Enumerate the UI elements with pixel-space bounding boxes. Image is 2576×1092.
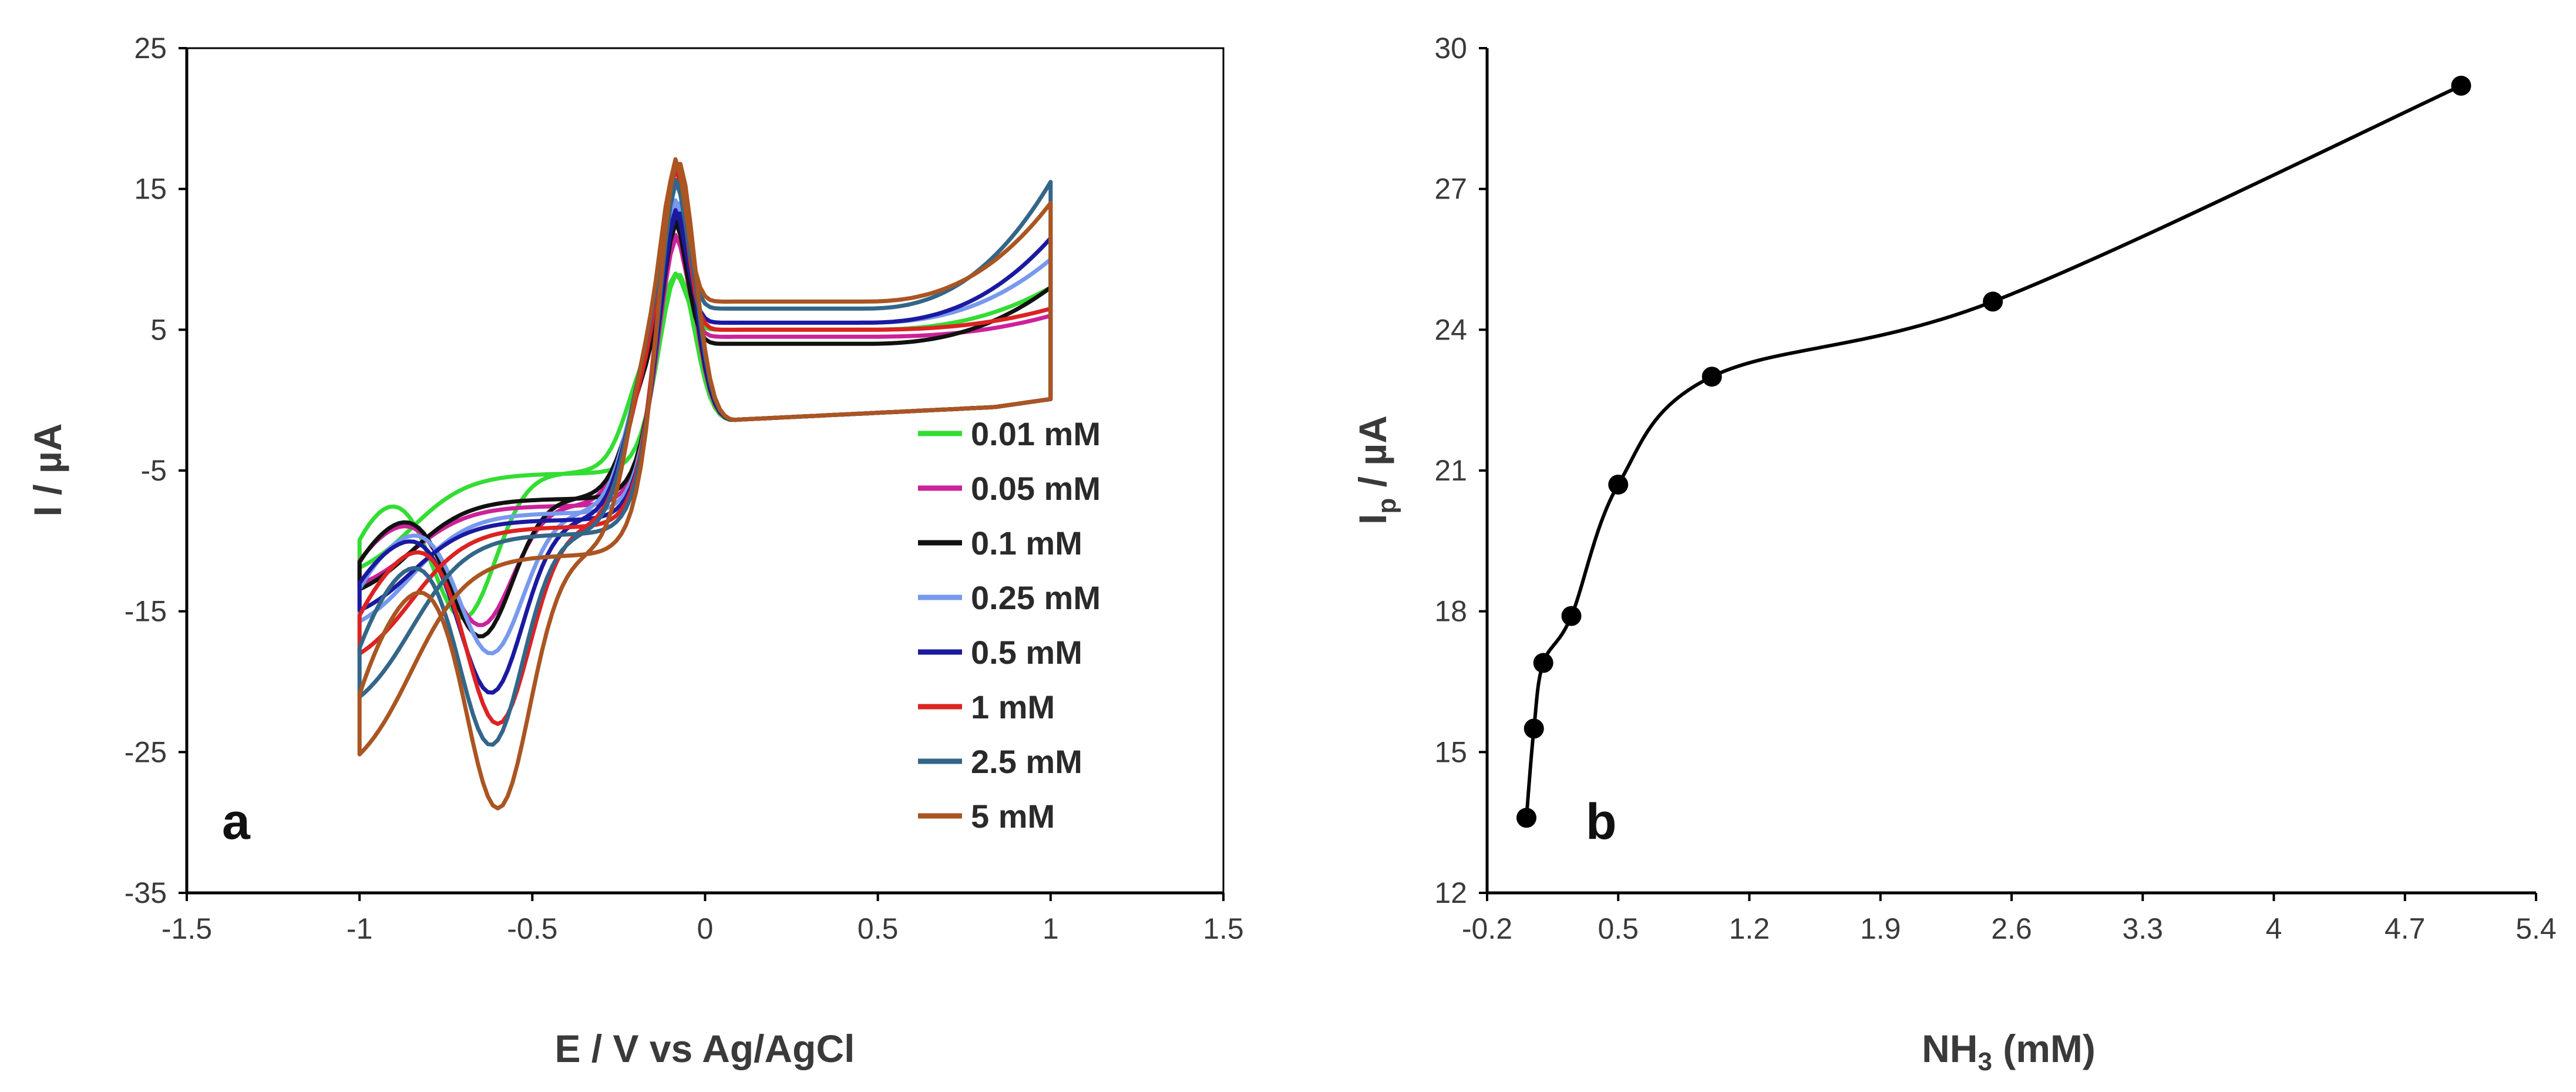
legend-label: 0.01 mM bbox=[971, 415, 1101, 452]
panel-b-x-tick-label: 1.2 bbox=[1729, 912, 1770, 945]
panel-b-x-tick-label: 5.4 bbox=[2516, 912, 2557, 945]
panel-b-series-line bbox=[1524, 84, 2462, 818]
panel-b-data-point bbox=[2451, 75, 2471, 96]
panel-b-y-tick-label: 15 bbox=[1434, 735, 1467, 768]
panel-a-x-tick-label: 1.5 bbox=[1203, 912, 1244, 945]
panel-b-x-label-sub: 3 bbox=[1978, 1047, 1992, 1076]
panel-a-y-tick-label: 25 bbox=[134, 32, 167, 65]
legend-label: 1 mM bbox=[971, 688, 1055, 725]
legend-label: 0.1 mM bbox=[971, 525, 1082, 562]
panel-a-x-tick-label: 0 bbox=[697, 912, 714, 945]
panel-a-cv-curve bbox=[357, 163, 1053, 726]
legend-label: 0.5 mM bbox=[971, 634, 1082, 671]
legend-label: 5 mM bbox=[971, 798, 1055, 835]
legend-label: 2.5 mM bbox=[971, 743, 1082, 780]
panel-b-data-point bbox=[1608, 474, 1629, 495]
panel-a-x-tick-label: 0.5 bbox=[857, 912, 899, 945]
panel-b-x-tick-label: 1.9 bbox=[1860, 912, 1901, 945]
panel-b-x-label-main: NH bbox=[1922, 1027, 1978, 1070]
panel-a-cv-curve bbox=[357, 219, 1053, 639]
panel-b-y-tick-label: 18 bbox=[1434, 595, 1467, 628]
panel-a-x-tick-label: -1 bbox=[347, 912, 372, 945]
legend-label: 0.05 mM bbox=[971, 470, 1101, 507]
panel-b-data-point bbox=[1516, 808, 1536, 828]
panel-a-x-tick-label: -0.5 bbox=[507, 912, 557, 945]
panel-a-y-tick-label: 5 bbox=[150, 313, 167, 346]
panel-b-x-tick-label: 4 bbox=[2266, 912, 2282, 945]
panel-b-chart: -0.2 0.5 1.2 1.9 2.6 3.3 4 4.7 5.4 30 27 24 21 18 15 12… bbox=[1351, 32, 2557, 1076]
panel-b-data-point bbox=[1561, 606, 1582, 626]
panel-b-y-tick-label: 21 bbox=[1434, 454, 1467, 487]
panel-b-y-tick-label: 30 bbox=[1434, 32, 1467, 65]
panel-b-data-point bbox=[1701, 367, 1722, 387]
panel-a-y-tick-label: -25 bbox=[125, 735, 167, 768]
panel-b-x-tick-label: 4.7 bbox=[2385, 912, 2426, 945]
panel-b-x-tick-label: 3.3 bbox=[2122, 912, 2163, 945]
panel-b-letter: b bbox=[1586, 794, 1617, 850]
legend-label: 0.25 mM bbox=[971, 579, 1101, 616]
panel-b-y-label: Ip / µA bbox=[1351, 415, 1401, 525]
panel-a-x-tick-label: -1.5 bbox=[162, 912, 212, 945]
panel-b-y-tick-label: 12 bbox=[1434, 876, 1467, 909]
panel-a-x-tick-label: 1 bbox=[1042, 912, 1059, 945]
panel-b-y-label-sub: p bbox=[1373, 498, 1401, 514]
panel-a-chart: -1.5 -1 -0.5 0 0.5 1 1.5 25 15 5 -5 -15 -25 -35 0.01 … bbox=[26, 32, 1244, 1070]
panel-a-cv-curve bbox=[357, 157, 1053, 811]
panel-a-y-tick-label: -5 bbox=[141, 454, 167, 487]
panel-b-x-label-rest: (mM) bbox=[1992, 1027, 2096, 1070]
panel-a-y-tick-label: -35 bbox=[125, 876, 167, 909]
panel-b-x-label: NH3 (mM) bbox=[1922, 1027, 2096, 1076]
panel-b-y-label-main: I bbox=[1351, 514, 1394, 525]
panel-a-y-tick-label: 15 bbox=[134, 173, 167, 206]
panel-b-y-tick-label: 24 bbox=[1434, 313, 1467, 346]
panel-a-y-tick-label: -15 bbox=[125, 595, 167, 628]
panel-b-data-point bbox=[1533, 653, 1553, 673]
panel-b-x-tick-label: 2.6 bbox=[1991, 912, 2032, 945]
panel-b-data-point bbox=[1524, 718, 1544, 739]
panel-a-letter: a bbox=[222, 794, 251, 850]
panel-a-cv-curve bbox=[357, 177, 1053, 747]
panel-a-y-label: I / µA bbox=[26, 423, 69, 516]
panel-b-y-tick-label: 27 bbox=[1434, 173, 1467, 206]
panel-b-data-point bbox=[1983, 291, 2003, 312]
panel-b-x-tick-label: 0.5 bbox=[1598, 912, 1639, 945]
panel-b-y-label-rest: / µA bbox=[1351, 415, 1394, 498]
panel-b-x-tick-label: -0.2 bbox=[1462, 912, 1512, 945]
panel-a-x-label: E / V vs Ag/AgCl bbox=[555, 1027, 855, 1070]
